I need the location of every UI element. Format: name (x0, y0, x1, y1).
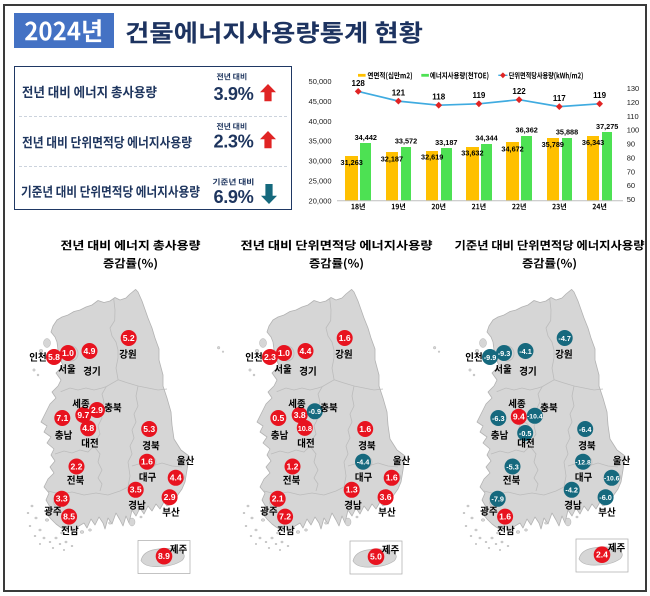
svg-text:5.8: 5.8 (48, 352, 60, 362)
svg-text:0.5: 0.5 (272, 413, 284, 423)
svg-text:-9.9: -9.9 (484, 353, 497, 362)
svg-text:7.2: 7.2 (279, 512, 291, 522)
svg-text:2.4: 2.4 (596, 550, 608, 560)
svg-text:-4.2: -4.2 (565, 486, 578, 495)
svg-text:2.9: 2.9 (91, 405, 103, 415)
svg-text:2.2: 2.2 (71, 461, 83, 471)
svg-text:-10.4: -10.4 (527, 414, 543, 421)
svg-text:3.3: 3.3 (56, 494, 68, 504)
svg-text:1.6: 1.6 (386, 473, 398, 483)
svg-text:-7.9: -7.9 (491, 495, 504, 504)
svg-text:3.6: 3.6 (380, 492, 392, 502)
svg-text:2.9: 2.9 (164, 492, 176, 502)
svg-text:1.6: 1.6 (339, 333, 351, 343)
svg-text:4.8: 4.8 (82, 423, 94, 433)
svg-text:10.8: 10.8 (298, 424, 312, 433)
svg-text:-4.7: -4.7 (558, 334, 571, 343)
svg-text:1.3: 1.3 (346, 485, 358, 495)
svg-text:1.0: 1.0 (278, 348, 290, 358)
svg-text:4.4: 4.4 (300, 346, 312, 356)
svg-text:9.7: 9.7 (77, 410, 89, 420)
svg-text:-4.4: -4.4 (357, 458, 371, 467)
svg-text:4.9: 4.9 (84, 346, 96, 356)
svg-text:3.5: 3.5 (130, 485, 142, 495)
svg-text:-0.9: -0.9 (309, 407, 322, 416)
svg-text:-9.3: -9.3 (498, 349, 511, 358)
svg-text:1.6: 1.6 (141, 457, 153, 467)
svg-text:2.1: 2.1 (272, 494, 284, 504)
svg-text:-10.6: -10.6 (604, 476, 620, 483)
svg-text:7.1: 7.1 (56, 413, 68, 423)
svg-text:8.9: 8.9 (158, 551, 170, 561)
svg-text:2.3: 2.3 (264, 352, 276, 362)
svg-text:5.0: 5.0 (370, 552, 382, 562)
svg-text:-5.3: -5.3 (506, 462, 519, 471)
svg-text:5.3: 5.3 (143, 424, 155, 434)
svg-text:4.4: 4.4 (170, 473, 182, 483)
svg-text:-0.5: -0.5 (519, 429, 532, 438)
svg-text:-6.3: -6.3 (492, 414, 505, 423)
svg-text:8.5: 8.5 (63, 512, 75, 522)
svg-text:1.6: 1.6 (359, 424, 371, 434)
svg-text:-12.8: -12.8 (575, 460, 591, 467)
svg-text:1.6: 1.6 (499, 512, 511, 522)
svg-text:-4.1: -4.1 (519, 347, 532, 356)
svg-text:5.2: 5.2 (123, 333, 135, 343)
svg-text:3.8: 3.8 (294, 410, 306, 420)
svg-text:1.2: 1.2 (287, 461, 299, 471)
svg-text:-6.4: -6.4 (579, 425, 593, 434)
svg-text:1.0: 1.0 (62, 348, 74, 358)
svg-text:9.4: 9.4 (513, 412, 525, 422)
svg-text:-6.0: -6.0 (599, 493, 612, 502)
